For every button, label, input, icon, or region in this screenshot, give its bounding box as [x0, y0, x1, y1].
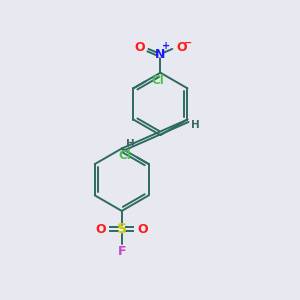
Text: F: F [118, 245, 126, 258]
Text: +: + [162, 41, 170, 51]
Text: −: − [184, 38, 192, 47]
Text: Cl: Cl [118, 149, 131, 162]
Text: O: O [137, 223, 148, 236]
Text: S: S [117, 222, 127, 236]
Text: H: H [191, 120, 200, 130]
Text: O: O [96, 223, 106, 236]
Text: Cl: Cl [151, 74, 164, 87]
Text: H: H [126, 139, 134, 149]
Text: O: O [176, 41, 187, 54]
Text: O: O [134, 41, 145, 54]
Text: N: N [155, 48, 166, 61]
